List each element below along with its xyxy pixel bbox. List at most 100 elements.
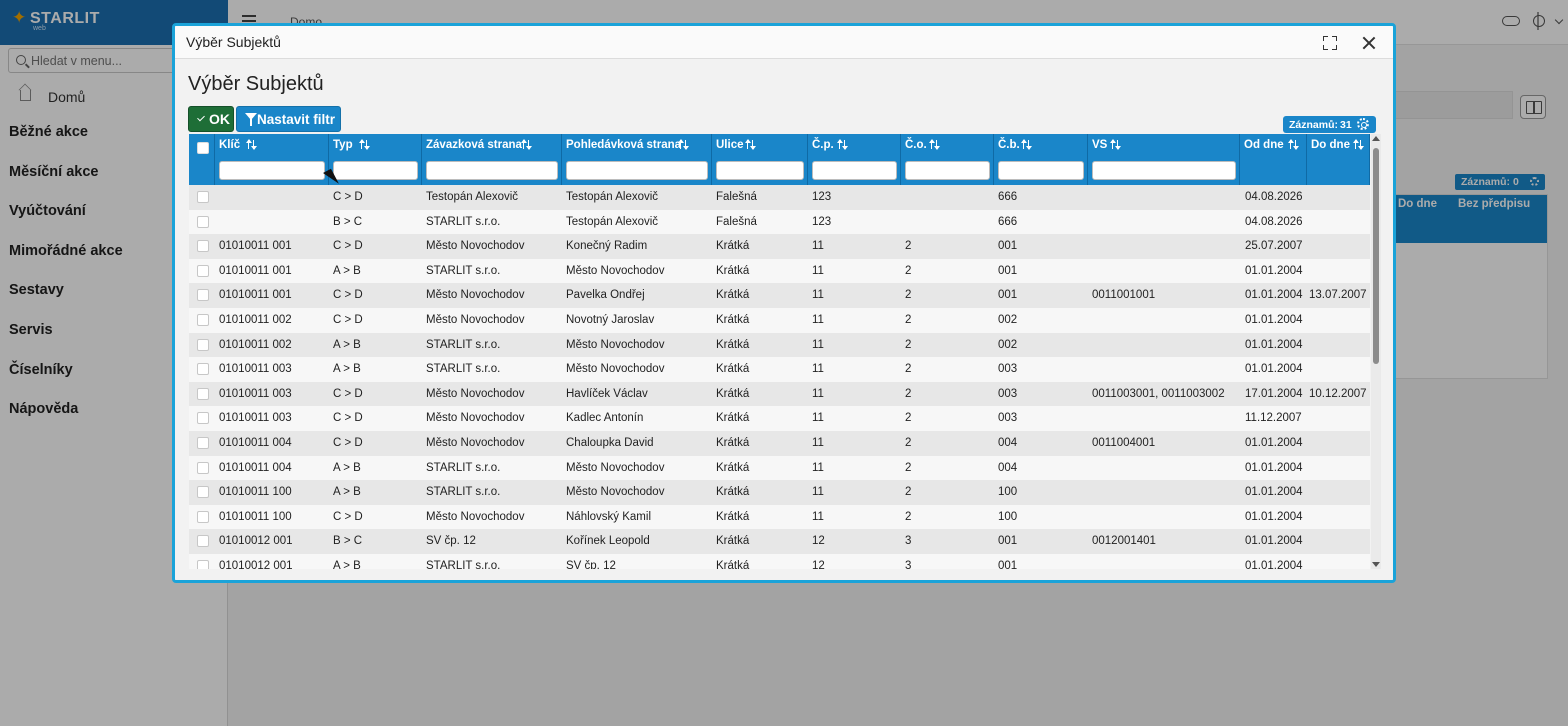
cell-to-date [1309,505,1370,530]
filter-input-liability-party[interactable] [426,161,558,180]
table-row[interactable]: 01010011 003 C > D Město Novochodov Kadlec … [189,406,1370,431]
set-filter-button[interactable]: Nastavit filtr [236,106,341,132]
column-header-to-date[interactable]: Do dne [1307,134,1370,185]
column-header-street[interactable]: Ulice [712,134,808,185]
cell-from-date: 04.08.2026 [1245,215,1303,228]
sidebar-item-vyuctovani[interactable]: Vyúčtování [9,203,86,220]
table-row[interactable]: 01010011 002 A > B STARLIT s.r.o. Město Nov… [189,332,1370,358]
gear-icon[interactable] [1357,118,1369,130]
row-checkbox[interactable] [197,191,209,203]
filter-input-house-no[interactable] [812,161,897,180]
table-row[interactable]: 01010011 002 C > D Město Novochodov Novotný… [189,308,1370,333]
row-checkbox[interactable] [197,338,209,351]
row-checkbox[interactable] [197,387,209,400]
row-checkbox[interactable] [197,510,209,523]
row-checkbox[interactable] [197,412,209,425]
row-checkbox[interactable] [197,486,209,499]
star-icon: ✦ [12,8,27,27]
cell-street: Krátká [716,387,750,400]
filter-input-street[interactable] [716,161,804,180]
table-row[interactable]: 01010011 001 A > B STARLIT s.r.o. Město Nov… [189,258,1370,284]
sidebar-item-servis[interactable]: Servis [9,321,53,338]
table-row[interactable]: 01010011 001 C > D Město Novochodov Pavelka… [189,283,1370,308]
row-checkbox[interactable] [197,437,209,449]
table-row[interactable]: 01010011 004 C > D Město Novochodov Chaloup… [189,431,1370,456]
table-row[interactable]: 01010011 001 C > D Město Novochodov Konečný… [189,234,1370,259]
column-header-from-date[interactable]: Od dne [1240,134,1307,185]
brand-logo[interactable]: ✦ STARLIT web [0,0,228,45]
row-checkbox[interactable] [197,461,209,474]
cell-from-date: 17.01.2004 [1245,387,1303,400]
table-row[interactable]: 01010011 003 A > B STARLIT s.r.o. Město Nov… [189,357,1370,382]
cell-unit-no: 001 [998,264,1018,277]
table-row[interactable]: B > C STARLIT s.r.o. Testopán Alexovič Fale… [189,209,1370,235]
sort-icon[interactable] [929,139,941,150]
sidebar-item-home[interactable]: Domů [0,84,228,110]
column-header-receivable-party[interactable]: Pohledávková strana [562,134,712,185]
sidebar-item-ciselniky[interactable]: Číselníky [9,361,73,378]
row-checkbox[interactable] [197,535,209,548]
row-checkbox[interactable] [197,264,209,277]
filter-input-type[interactable] [333,161,418,180]
subjects-table: Klíč Typ Závazková strana Pohledávková stra… [189,134,1370,569]
column-header-orient-no[interactable]: Č.o. [901,134,994,185]
column-header-key[interactable]: Klíč [215,134,329,185]
filter-input-orient-no[interactable] [905,161,990,180]
row-checkbox[interactable] [197,314,209,326]
cell-type: A > B [333,560,361,569]
maximize-icon[interactable] [1323,36,1337,50]
sort-icon[interactable] [359,139,371,150]
sort-icon[interactable] [678,139,690,150]
cell-from-date: 01.01.2004 [1245,363,1303,376]
column-header-liability-party[interactable]: Závazková strana [422,134,562,185]
records-badge[interactable]: Záznamů: 31 [1283,116,1376,133]
column-header-vs[interactable]: VS [1088,134,1240,185]
sidebar-item-sestavy[interactable]: Sestavy [9,282,64,299]
sort-icon[interactable] [1353,139,1365,150]
table-row[interactable]: C > D Testopán Alexovič Testopán Alexovič F… [189,185,1370,210]
column-header-type[interactable]: Typ [329,134,422,185]
theme-sun-icon[interactable] [1533,12,1545,30]
sort-icon[interactable] [521,139,533,150]
scroll-thumb[interactable] [1373,148,1379,364]
filter-input-key[interactable] [219,161,325,180]
book-icon[interactable] [1520,95,1546,119]
sort-icon[interactable] [246,139,258,150]
scroll-down-icon[interactable] [1372,562,1380,567]
table-row[interactable]: 01010012 001 A > B STARLIT s.r.o. SV čp. 12… [189,554,1370,569]
table-row[interactable]: 01010012 001 B > C SV čp. 12 Kořínek Leopol… [189,529,1370,554]
column-header-unit-no[interactable]: Č.b. [994,134,1088,185]
table-row[interactable]: 01010011 004 A > B STARLIT s.r.o. Město Nov… [189,455,1370,481]
scroll-up-icon[interactable] [1372,136,1380,141]
sort-icon[interactable] [1288,139,1300,150]
table-row[interactable]: 01010011 100 C > D Město Novochodov Náhlovs… [189,504,1370,530]
table-row[interactable]: 01010011 003 C > D Město Novochodov Havlíče… [189,381,1370,407]
sidebar-item-napoveda[interactable]: Nápověda [9,401,79,418]
column-header-house-no[interactable]: Č.p. [808,134,901,185]
row-checkbox[interactable] [197,289,209,302]
cloud-icon[interactable] [1502,16,1520,26]
cell-receivable-party: Město Novochodov [566,486,665,499]
vertical-scrollbar[interactable] [1371,134,1381,569]
row-checkbox[interactable] [197,240,209,253]
row-checkbox[interactable] [197,215,209,228]
cell-street: Krátká [716,461,750,474]
row-checkbox[interactable] [197,363,209,376]
filter-input-unit-no[interactable] [998,161,1084,180]
sidebar-item-bezne-akce[interactable]: Běžné akce [9,124,88,140]
table-row[interactable]: 01010011 100 A > B STARLIT s.r.o. Město Nov… [189,480,1370,505]
filter-input-vs[interactable] [1092,161,1236,180]
sidebar-item-mimoradne-akce[interactable]: Mimořádné akce [9,242,123,259]
ok-button[interactable]: OK [188,106,234,132]
select-all-checkbox[interactable] [197,142,209,154]
filter-input-receivable-party[interactable] [566,161,708,180]
row-checkbox[interactable] [197,560,209,569]
close-icon[interactable] [1362,36,1376,50]
sort-icon[interactable] [1021,139,1033,150]
sort-icon[interactable] [745,139,757,150]
hamburger-icon[interactable] [242,15,256,17]
cell-liability-party: STARLIT s.r.o. [426,461,501,474]
sidebar-item-mesicni-akce[interactable]: Měsíční akce [9,163,99,180]
sort-icon[interactable] [837,139,849,150]
sort-icon[interactable] [1110,139,1122,150]
